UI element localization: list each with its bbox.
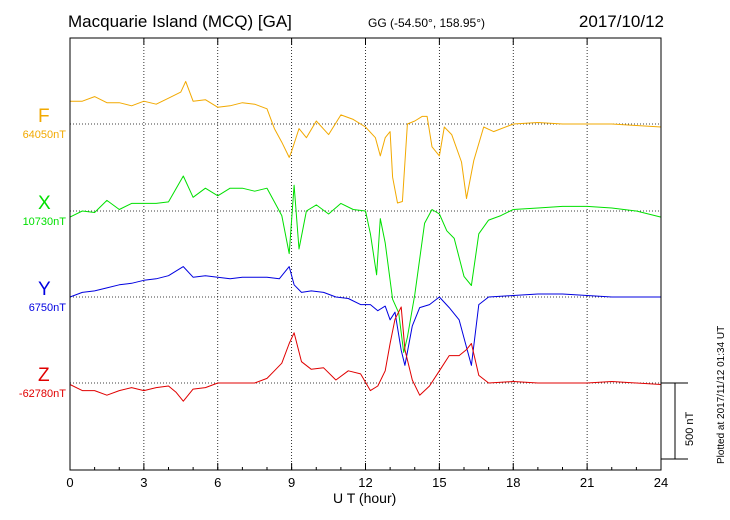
series-name-f: F [38,106,50,127]
x-tick-label: 12 [358,475,372,490]
scale-bar-label: 500 nT [684,411,696,446]
series-name-z: Z [38,365,50,386]
x-tick-label: 3 [140,475,147,490]
chart-title: Macquarie Island (MCQ) [GA] [68,12,292,31]
x-tick-label: 0 [66,475,73,490]
series-baseline-z: -62780nT [18,388,66,400]
series-baseline-y: 6750nT [28,302,66,314]
series-line-y [69,266,661,366]
series-line-x [69,175,662,353]
x-tick-label: 6 [214,475,221,490]
grid [143,38,588,470]
series-name-y: Y [38,279,51,300]
x-ticks: 0 3 6 9 12 15 18 21 24 [66,38,668,490]
x-tick-label: 15 [432,475,446,490]
series-line-f [70,80,662,204]
x-tick-label: 21 [580,475,594,490]
series-baseline-f: 64050nT [22,129,66,141]
scale-bar [661,382,688,460]
series-name-x: X [38,193,51,214]
chart-date: 2017/10/12 [578,12,664,31]
station-coordinates: GG (-54.50°, 158.95°) [368,16,485,30]
x-tick-label: 24 [654,475,668,490]
series-line-z [69,306,662,402]
x-tick-label: 9 [288,475,295,490]
series-lines [69,80,662,402]
plotted-note: Plotted at 2017/11/12 01:34 UT [716,325,727,464]
series-baseline-x: 10730nT [22,216,66,228]
x-tick-label: 18 [506,475,520,490]
x-axis-label: U T (hour) [333,490,397,506]
